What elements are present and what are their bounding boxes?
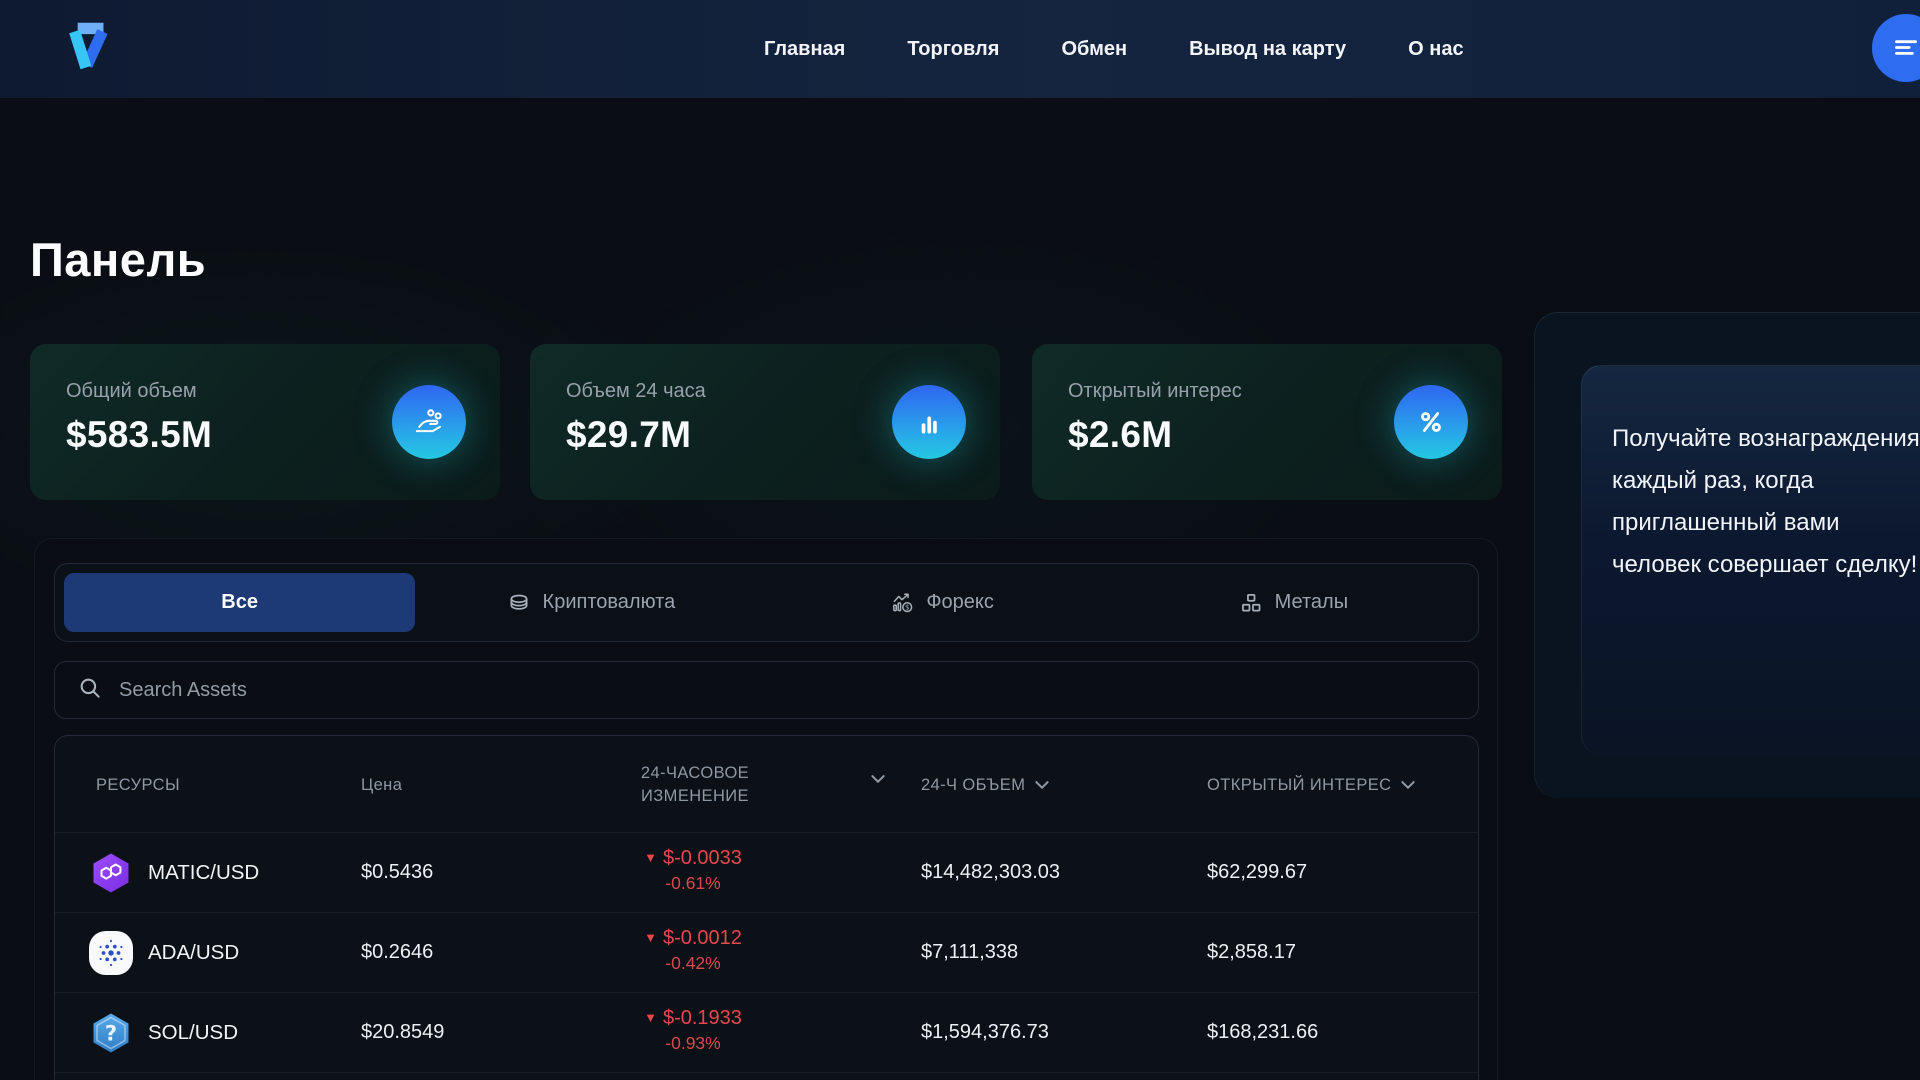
asset-24h-change: ▼ $-0.1933 -0.93%	[644, 1007, 742, 1053]
tab-label: Криптовалюта	[542, 591, 676, 613]
search-assets-box	[54, 661, 1479, 719]
table-row-clipped	[55, 1073, 1478, 1080]
column-header-24h-volume[interactable]: 24-Ч ОБЪЕМ	[921, 776, 1049, 795]
tab-label: Металы	[1274, 591, 1349, 613]
chevron-down-icon	[871, 768, 885, 791]
table-row-sol-usd[interactable]: ? SOL/USD $20.8549 ▼ $-0.1933 -0.93% $1,5…	[55, 993, 1478, 1073]
column-header-asset: РЕСУРСЫ	[96, 776, 181, 794]
asset-symbol: SOL/USD	[148, 1021, 238, 1044]
stat-value: $2.6M	[1068, 414, 1173, 455]
nav-menu: Главная Торговля Обмен Вывод на карту О …	[764, 0, 1464, 98]
asset-price: $20.8549	[361, 1021, 445, 1043]
referral-promo-card: Получайте вознаграждения каждый раз, ког…	[1581, 365, 1920, 755]
assets-table: РЕСУРСЫ Цена 24-ЧАСОВОЕ ИЗМЕНЕНИЕ 24-Ч О…	[54, 735, 1479, 1080]
tab-label: Все	[221, 591, 258, 613]
stat-card-24h-volume: Объем 24 часа $29.7M	[530, 344, 1000, 500]
account-menu-button[interactable]	[1872, 14, 1920, 82]
nav-item-withdraw[interactable]: Вывод на карту	[1189, 37, 1347, 60]
nav-item-exchange[interactable]: Обмен	[1061, 37, 1128, 60]
polygon-icon	[89, 851, 133, 895]
cardano-icon	[89, 931, 133, 975]
column-header-open-interest[interactable]: ОТКРЫТЫЙ ИНТЕРЕС	[1207, 776, 1416, 795]
search-icon	[77, 675, 103, 706]
nav-item-trade[interactable]: Торговля	[907, 37, 1000, 60]
asset-price: $0.5436	[361, 861, 434, 883]
asset-symbol: ADA/USD	[148, 941, 240, 964]
referral-promo-panel: Получайте вознаграждения каждый раз, ког…	[1534, 312, 1920, 798]
table-row-matic-usd[interactable]: MATIC/USD $0.5436 ▼ $-0.0033 -0.61% $14,4…	[55, 833, 1478, 913]
tab-metals[interactable]: Металы	[1118, 573, 1469, 632]
asset-category-tabs: Все Криптовалюта $ Форекс	[54, 563, 1479, 642]
stat-value: $29.7M	[566, 414, 692, 455]
page-title: Панель	[30, 233, 207, 286]
percent-icon	[1394, 385, 1468, 459]
asset-24h-volume: $1,594,376.73	[921, 1021, 1049, 1043]
asset-symbol: MATIC/USD	[148, 861, 260, 884]
metal-bars-icon	[1239, 591, 1263, 615]
asset-24h-volume: $7,111,338	[921, 941, 1019, 963]
tab-crypto[interactable]: Криптовалюта	[415, 573, 766, 632]
brand-logo-icon[interactable]	[55, 15, 121, 81]
stat-value: $583.5M	[66, 414, 213, 455]
sliders-icon	[1889, 30, 1920, 67]
triangle-down-icon: ▼	[644, 1010, 657, 1025]
column-header-24h-change[interactable]: 24-ЧАСОВОЕ ИЗМЕНЕНИЕ	[575, 762, 885, 808]
hand-coins-icon	[392, 385, 466, 459]
svg-text:$: $	[905, 602, 910, 611]
triangle-down-icon: ▼	[644, 930, 657, 945]
unknown-asset-icon: ?	[89, 1011, 133, 1055]
stat-card-total-volume: Общий объем $583.5M	[30, 344, 500, 500]
search-assets-input[interactable]	[119, 678, 1319, 702]
svg-text:?: ?	[105, 1022, 117, 1046]
bar-chart-icon	[892, 385, 966, 459]
nav-item-home[interactable]: Главная	[764, 37, 846, 60]
forex-trend-icon: $	[890, 591, 914, 615]
coin-icon	[507, 591, 531, 615]
column-header-price: Цена	[361, 776, 403, 794]
chevron-down-icon	[1035, 776, 1049, 795]
navbar: Главная Торговля Обмен Вывод на карту О …	[0, 0, 1920, 98]
asset-24h-volume: $14,482,303.03	[921, 861, 1061, 883]
tab-all[interactable]: Все	[64, 573, 416, 632]
triangle-down-icon: ▼	[644, 850, 657, 865]
tab-forex[interactable]: $ Форекс	[767, 573, 1118, 632]
asset-price: $0.2646	[361, 941, 434, 963]
asset-24h-change: ▼ $-0.0012 -0.42%	[644, 927, 742, 973]
assets-table-header: РЕСУРСЫ Цена 24-ЧАСОВОЕ ИЗМЕНЕНИЕ 24-Ч О…	[55, 736, 1478, 833]
referral-promo-text: Получайте вознаграждения каждый раз, ког…	[1612, 425, 1920, 578]
stat-label: Открытый интерес	[1068, 380, 1242, 402]
tab-label: Форекс	[926, 591, 994, 613]
table-row-ada-usd[interactable]: ADA/USD $0.2646 ▼ $-0.0012 -0.42% $7,111,…	[55, 913, 1478, 993]
stat-label: Общий объем	[66, 380, 197, 402]
stat-card-open-interest: Открытый интерес $2.6M	[1032, 344, 1502, 500]
asset-open-interest: $62,299.67	[1207, 861, 1308, 883]
asset-24h-change: ▼ $-0.0033 -0.61%	[644, 847, 742, 893]
asset-open-interest: $2,858.17	[1207, 941, 1296, 963]
nav-item-about[interactable]: О нас	[1408, 37, 1464, 60]
stat-label: Объем 24 часа	[566, 380, 706, 402]
chevron-down-icon	[1401, 776, 1416, 795]
asset-open-interest: $168,231.66	[1207, 1021, 1319, 1043]
